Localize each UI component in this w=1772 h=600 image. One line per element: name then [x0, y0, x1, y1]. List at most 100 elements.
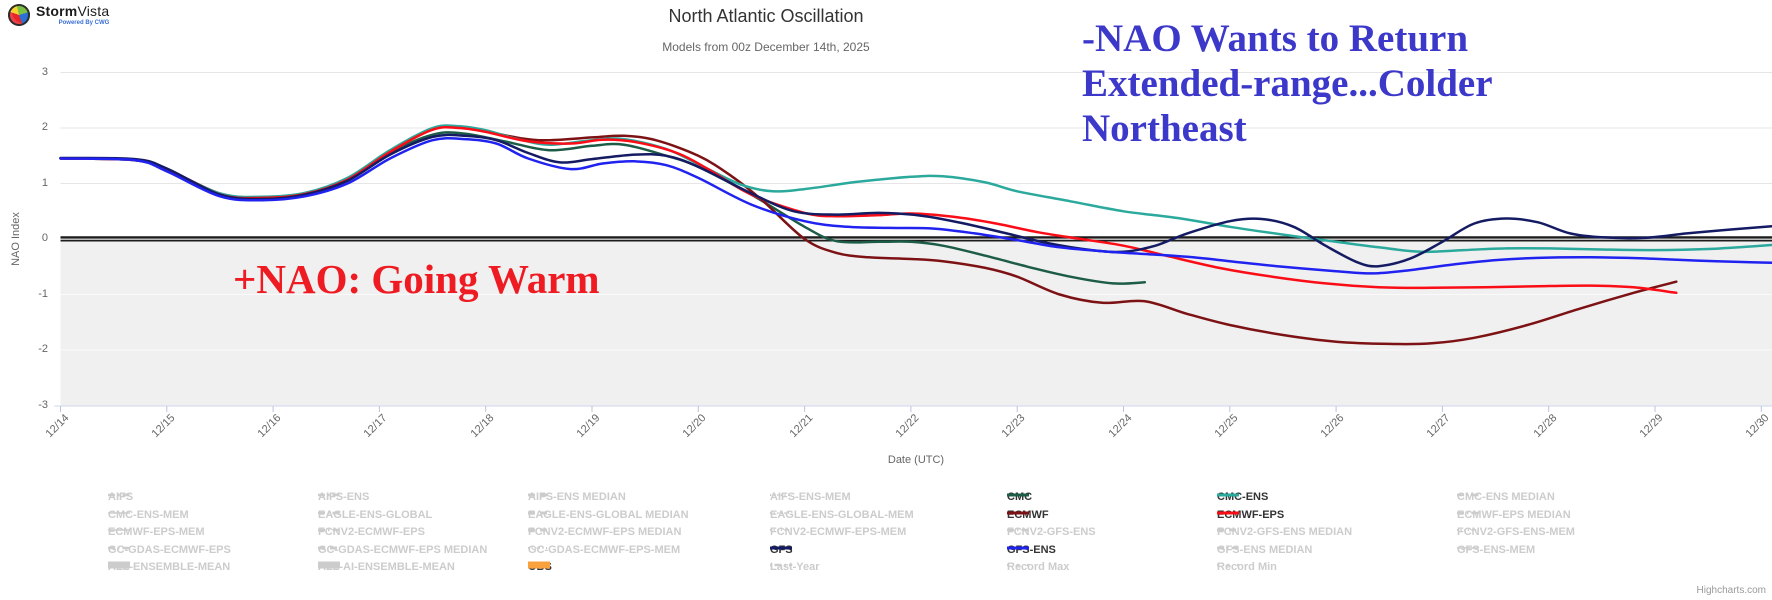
chart-subtitle: Models from 00z December 14th, 2025: [662, 40, 870, 54]
legend-label: Record Max: [1007, 561, 1070, 574]
legend-item-eagle-ens-global[interactable]: EAGLE-ENS-GLOBAL: [318, 508, 432, 522]
legend-item-fcnv2-ecmwf-eps[interactable]: FCNV2-ECMWF-EPS: [318, 525, 425, 539]
legend-label: GFS-ENS MEDIAN: [1217, 543, 1313, 556]
legend-label: Last-Year: [770, 561, 820, 574]
stormvista-logo-icon: [8, 4, 30, 26]
legend-label: FCNV2-GFS-ENS MEDIAN: [1217, 526, 1353, 539]
legend-item-fcnv2-ecmwf-eps-median[interactable]: FCNV2-ECMWF-EPS MEDIAN: [528, 525, 681, 539]
legend-marker-dots-icon: [528, 546, 550, 549]
logo-tagline: Powered By CWG: [58, 20, 110, 26]
legend-marker-thick-icon: [108, 561, 130, 569]
legend-item-ecmwf-eps[interactable]: ECMWF-EPS: [1217, 508, 1284, 522]
legend-item-gc-gdas-ecmwf-eps-median[interactable]: GC-GDAS-ECMWF-EPS MEDIAN: [318, 543, 487, 557]
legend-item-gfs[interactable]: GFS: [770, 543, 793, 557]
legend-marker-dashdot-icon: [1457, 511, 1479, 514]
legend-item-fcnv2-gfs-ens-median[interactable]: FCNV2-GFS-ENS MEDIAN: [1217, 525, 1352, 539]
y-axis-label: 1: [41, 176, 48, 189]
legend-item-fcnv2-gfs-ens[interactable]: FCNV2-GFS-ENS: [1007, 525, 1096, 539]
legend-label: GC-GDAS-ECMWF-EPS: [108, 543, 231, 556]
legend-item-aifs-ens[interactable]: AIFS-ENS: [318, 490, 369, 504]
legend-marker-dashdot-icon: [318, 511, 340, 514]
legend-item-fcnv2-gfs-ens-mem[interactable]: FCNV2-GFS-ENS-MEM: [1457, 525, 1575, 539]
legend-marker-shortdash-icon: [528, 493, 550, 497]
annotation-negative-nao-line1: -NAO Wants to Return: [1082, 17, 1469, 60]
legend-marker-dashdot-icon: [1007, 528, 1029, 532]
legend-label: EAGLE-ENS-GLOBAL: [318, 508, 433, 521]
legend-item-fcnv2-ecmwf-eps-mem[interactable]: FCNV2-ECMWF-EPS-MEM: [770, 525, 906, 539]
legend-marker-solid-icon: [1007, 493, 1029, 497]
legend-item-cmc-ens-median[interactable]: CMC-ENS MEDIAN: [1457, 490, 1555, 504]
legend-label: EAGLE-ENS-GLOBAL MEDIAN: [528, 508, 689, 521]
y-axis-label: 2: [41, 121, 48, 133]
legend-item-aifs[interactable]: AIFS: [108, 490, 133, 504]
annotation-positive-nao: +NAO: Going Warm: [233, 256, 600, 302]
legend-marker-dotpair-icon: [1217, 564, 1239, 567]
legend-marker-thin-icon: [108, 529, 130, 531]
legend-item-all-ensemble-mean[interactable]: ALL-ENSEMBLE-MEAN: [108, 560, 230, 574]
x-axis-title: Date (UTC): [887, 454, 945, 466]
legend-marker-dashdot-icon: [318, 528, 340, 532]
annotation-negative-nao-line3: Northeast: [1082, 107, 1247, 151]
legend-marker-shortdash-icon: [318, 546, 340, 550]
series-cmc-ens: [59, 124, 1772, 254]
legend-label: FCNV2-ECMWF-EPS-MEM: [770, 526, 907, 539]
legend-marker-thin-icon: [108, 511, 130, 514]
legend-label: FCNV2-ECMWF-EPS MEDIAN: [528, 526, 682, 539]
legend-item-ecmwf-eps-median[interactable]: ECMWF-EPS MEDIAN: [1457, 508, 1571, 522]
legend-item-obs[interactable]: OBS: [528, 560, 552, 574]
legend-label: AIFS-ENS: [318, 491, 370, 503]
legend-marker-thick-icon: [318, 561, 340, 569]
legend-item-record-min[interactable]: Record Min: [1217, 560, 1277, 574]
legend-label: ALL-ENSEMBLE-MEAN: [108, 561, 231, 574]
logo-brand: StormVista: [36, 4, 109, 18]
legend-item-ecmwf-eps-mem[interactable]: ECMWF-EPS-MEM: [108, 525, 205, 539]
legend-marker-dotdash-icon: [770, 564, 792, 567]
legend-marker-solid-icon: [1217, 511, 1239, 515]
legend-marker-dashdot-icon: [108, 493, 130, 497]
legend-item-aifs-ens-median[interactable]: AIFS-ENS MEDIAN: [528, 490, 626, 504]
annotation-negative-nao-line2: Extended-range...Colder: [1082, 62, 1493, 106]
legend-label: EAGLE-ENS-GLOBAL-MEM: [770, 508, 914, 521]
legend-item-gfs-ens-median[interactable]: GFS-ENS MEDIAN: [1217, 543, 1312, 557]
legend-marker-dashdot-icon: [108, 546, 130, 550]
legend-marker-solid-icon: [1217, 493, 1239, 497]
y-axis-label: -3: [38, 398, 48, 411]
legend-item-all-ai-ensemble-mean[interactable]: ALL-AI-ENSEMBLE-MEAN: [318, 560, 455, 574]
legend-label: ALL-AI-ENSEMBLE-MEAN: [318, 561, 455, 574]
y-axis-label: -1: [38, 287, 48, 300]
legend-item-aifs-ens-mem[interactable]: AIFS-ENS-MEM: [770, 490, 851, 504]
legend-item-eagle-ens-global-mem[interactable]: EAGLE-ENS-GLOBAL-MEM: [770, 508, 914, 522]
legend-item-cmc-ens-mem[interactable]: CMC-ENS-MEM: [108, 508, 189, 522]
legend-marker-dashdot-icon: [318, 493, 340, 497]
legend-marker-dashdot-icon: [1457, 493, 1479, 497]
legend-marker-solid-icon: [1007, 546, 1029, 550]
legend-item-gfs-ens[interactable]: GFS-ENS: [1007, 543, 1056, 557]
legend-item-record-max[interactable]: Record Max: [1007, 560, 1069, 574]
legend-marker-dots-icon: [770, 529, 792, 532]
legend-marker-dashdot-icon: [1217, 546, 1239, 550]
legend-marker-shortdash-icon: [1217, 528, 1239, 532]
stormvista-logo[interactable]: StormVista Powered By CWG: [8, 4, 109, 26]
legend-item-gc-gdas-ecmwf-eps-mem[interactable]: GC-GDAS-ECMWF-EPS-MEM: [528, 543, 680, 557]
legend-marker-dots-icon: [770, 494, 792, 496]
legend-label: AIFS-ENS MEDIAN: [528, 491, 626, 503]
chart-title: North Atlantic Oscillation: [668, 6, 864, 26]
highcharts-credit[interactable]: Highcharts.com: [1696, 585, 1766, 596]
legend-marker-thin-icon: [1457, 547, 1479, 549]
legend-label: FCNV2-GFS-ENS: [1007, 526, 1096, 539]
logo-brand-light: Vista: [77, 3, 110, 19]
legend-item-cmc-ens[interactable]: CMC-ENS: [1217, 490, 1268, 504]
legend-item-eagle-ens-global-median[interactable]: EAGLE-ENS-GLOBAL MEDIAN: [528, 508, 689, 522]
legend-label: Record Min: [1217, 561, 1277, 574]
legend-marker-shortdash-icon: [528, 528, 550, 532]
legend-item-ecmwf[interactable]: ECMWF: [1007, 508, 1049, 522]
legend-item-gc-gdas-ecmwf-eps[interactable]: GC-GDAS-ECMWF-EPS: [108, 543, 231, 557]
legend-label: GFS-ENS-MEM: [1457, 543, 1536, 556]
legend-item-gfs-ens-mem[interactable]: GFS-ENS-MEM: [1457, 543, 1535, 557]
y-axis-label: -2: [38, 343, 48, 355]
legend-item-last-year[interactable]: Last-Year: [770, 560, 820, 574]
logo-brand-bold: Storm: [36, 3, 78, 19]
legend-item-cmc[interactable]: CMC: [1007, 490, 1032, 504]
